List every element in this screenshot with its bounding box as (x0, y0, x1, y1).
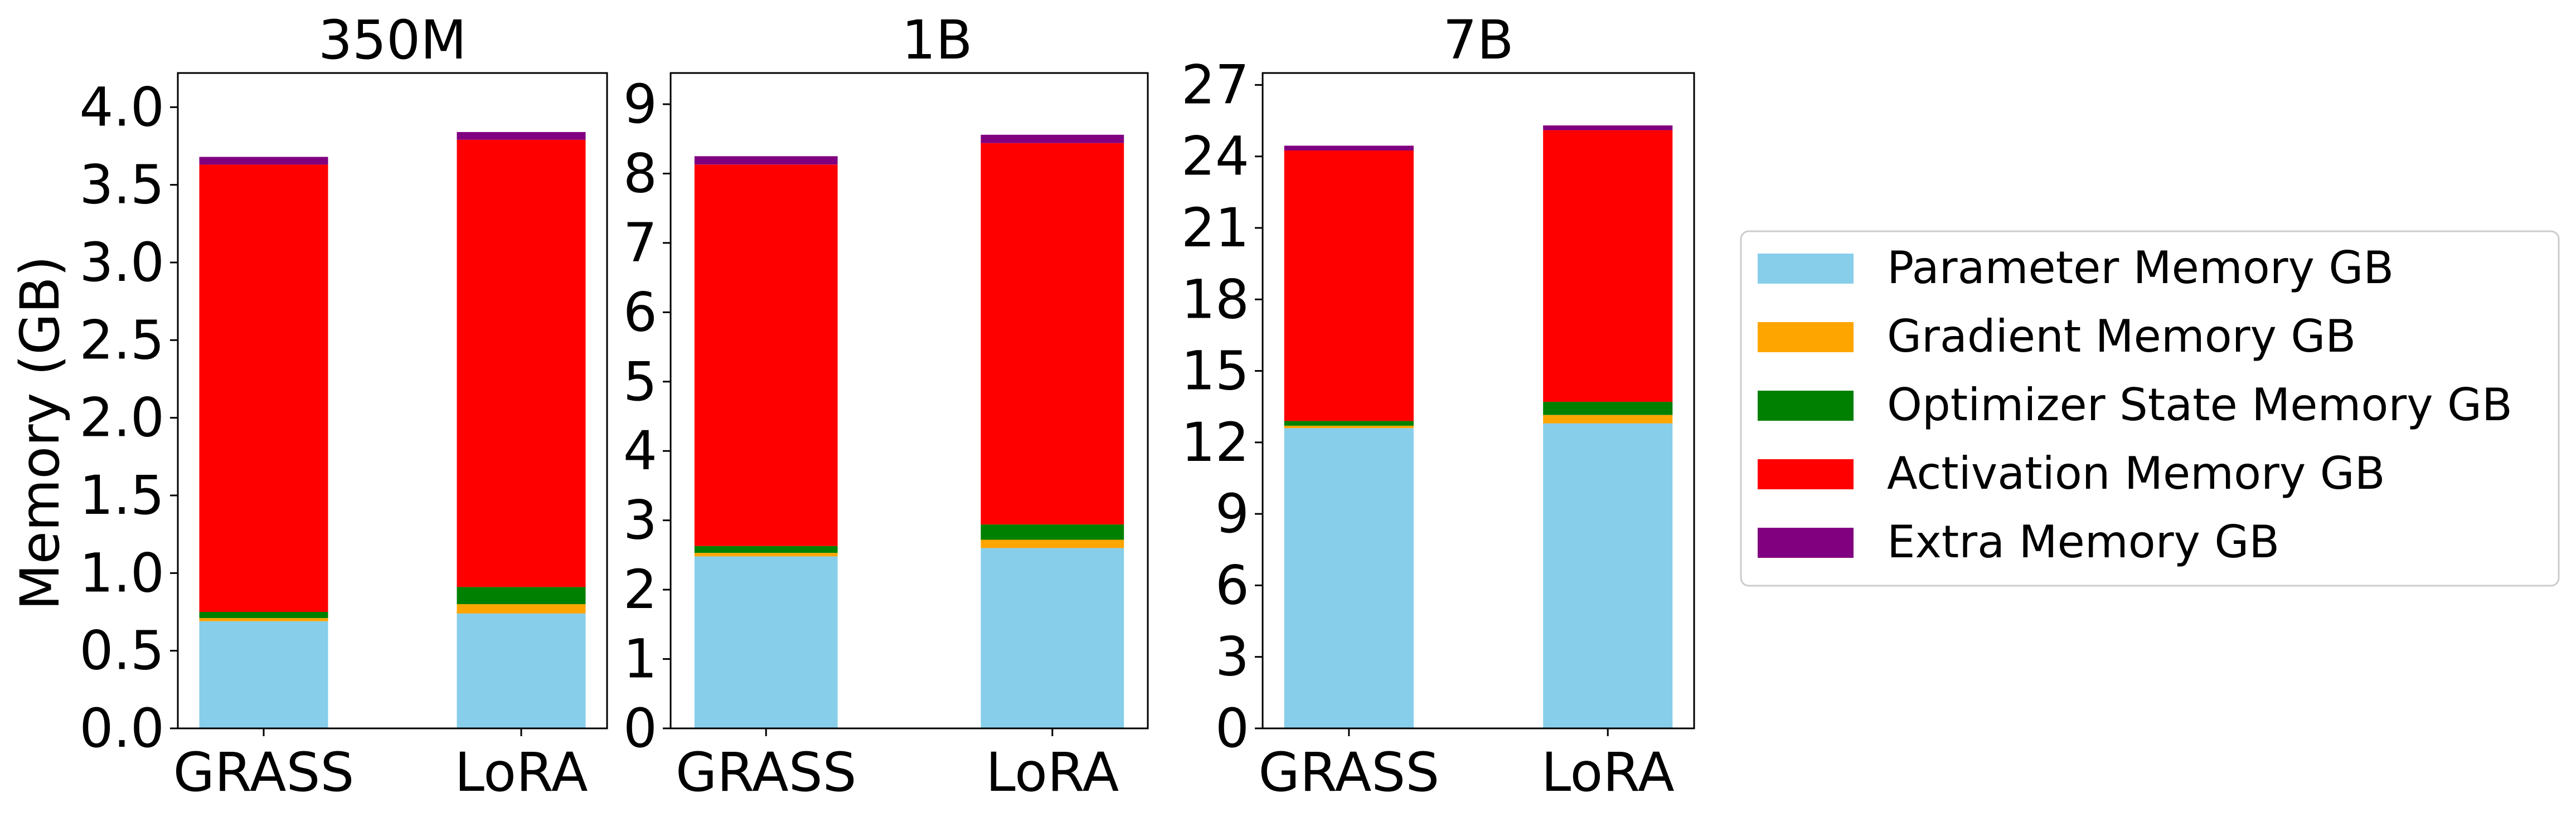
legend-label: Activation Memory GB (1887, 448, 2385, 499)
y-tick-label: 3.5 (79, 154, 164, 216)
bar-segment (199, 621, 328, 728)
panel-title: 1B (902, 9, 973, 71)
y-tick-label: 2.5 (79, 309, 164, 371)
bar-segment (1284, 421, 1414, 426)
bar-segment (981, 524, 1124, 540)
x-tick-label: LoRA (986, 741, 1119, 804)
bar-segment (1543, 423, 1673, 728)
y-tick-label: 9 (1215, 483, 1249, 545)
bar-segment (199, 157, 328, 165)
legend-label: Extra Memory GB (1887, 516, 2279, 568)
plot-frame (1262, 72, 1695, 729)
legend-swatch (1758, 322, 1854, 352)
bar-segment (457, 132, 586, 140)
x-ticks: GRASS LoRA (1258, 728, 1675, 804)
y-tick-label: 3 (1215, 626, 1249, 688)
y-tick-label: 0.0 (79, 697, 164, 760)
bar-segment (1284, 150, 1414, 421)
legend-swatch (1758, 254, 1854, 284)
panel-350m: 350M 0.0 0.5 1.0 1.5 2.0 2.5 3.0 3.5 4.0 GRASS Lo… (79, 9, 608, 804)
legend: Parameter Memory GB Gradient Memory GB Opt… (1740, 230, 2560, 587)
y-ticks: 0.0 0.5 1.0 1.5 2.0 2.5 3.0 3.5 4.0 (79, 76, 178, 760)
bar-segment (694, 556, 838, 728)
plot-frame (670, 72, 1149, 729)
bars-layer (199, 132, 586, 728)
y-tick-label: 0 (623, 697, 657, 760)
bar-segment (1543, 125, 1673, 130)
bar-segment (457, 587, 586, 605)
y-tick-label: 0 (1215, 697, 1249, 760)
legend-items: Parameter Memory GB Gradient Memory GB Opt… (1758, 242, 2512, 568)
x-tick-label: GRASS (676, 741, 857, 804)
y-tick-label: 2.0 (79, 387, 164, 449)
legend-swatch (1758, 391, 1854, 421)
y-tick-label: 4 (623, 420, 657, 482)
bars-layer (694, 134, 1124, 728)
bar-segment (457, 604, 586, 614)
y-tick-label: 21 (1181, 197, 1249, 259)
y-tick-label: 8 (623, 142, 657, 205)
plot-frame (177, 72, 608, 729)
x-ticks: GRASS LoRA (676, 728, 1119, 804)
y-tick-label: 27 (1181, 53, 1249, 116)
y-ticks: 0 3 6 9 12 15 18 21 24 27 (1181, 53, 1263, 760)
bar-segment (1284, 145, 1414, 150)
bar-segment (981, 143, 1124, 525)
bar-segment (694, 164, 838, 546)
y-tick-label: 3 (623, 489, 657, 552)
y-tick-label: 2 (623, 558, 657, 621)
panel-7b: 7B 0 3 6 9 12 15 18 21 24 27 GRASS LoRA (1181, 9, 1695, 804)
y-tick-label: 15 (1181, 340, 1249, 402)
x-tick-label: LoRA (454, 741, 588, 804)
bar-segment (199, 164, 328, 612)
bar-segment (457, 139, 586, 587)
y-tick-label: 5 (623, 351, 657, 413)
legend-label: Optimizer State Memory GB (1887, 379, 2512, 431)
y-tick-label: 6 (623, 281, 657, 343)
legend-label: Gradient Memory GB (1887, 310, 2356, 362)
bar-segment (199, 618, 328, 621)
panel-title: 7B (1443, 9, 1514, 71)
bar-segment (981, 134, 1124, 143)
y-tick-label: 6 (1215, 554, 1249, 616)
bar-segment (981, 539, 1124, 548)
y-tick-label: 4.0 (79, 76, 164, 138)
y-tick-label: 1.5 (79, 464, 164, 527)
bar-segment (1284, 428, 1414, 728)
y-tick-label: 9 (623, 73, 657, 135)
bar-segment (694, 156, 838, 165)
y-axis-label: Memory (GB) (9, 256, 71, 610)
x-tick-label: GRASS (173, 741, 355, 804)
panel-title: 350M (318, 9, 467, 71)
legend-label: Parameter Memory GB (1887, 242, 2394, 294)
y-tick-label: 3.0 (79, 231, 164, 294)
y-tick-label: 24 (1181, 125, 1249, 188)
y-tick-label: 12 (1181, 411, 1249, 474)
y-tick-label: 7 (623, 212, 657, 274)
bar-segment (981, 548, 1124, 728)
legend-frame (1740, 230, 2560, 587)
y-tick-label: 18 (1181, 268, 1249, 330)
bar-segment (694, 546, 838, 553)
legend-swatch (1758, 528, 1854, 558)
bars-layer (1284, 125, 1673, 728)
bar-segment (1543, 402, 1673, 415)
bar-segment (1543, 130, 1673, 402)
x-tick-label: GRASS (1258, 741, 1439, 804)
bar-segment (1284, 425, 1414, 429)
bar-segment (199, 612, 328, 619)
x-ticks: GRASS LoRA (173, 728, 588, 804)
y-tick-label: 0.5 (79, 620, 164, 682)
bar-segment (1543, 415, 1673, 424)
x-tick-label: LoRA (1541, 741, 1675, 804)
legend-swatch (1758, 459, 1854, 489)
y-tick-label: 1.0 (79, 542, 164, 604)
bar-segment (694, 553, 838, 557)
bar-segment (457, 613, 586, 728)
y-tick-label: 1 (623, 628, 657, 690)
